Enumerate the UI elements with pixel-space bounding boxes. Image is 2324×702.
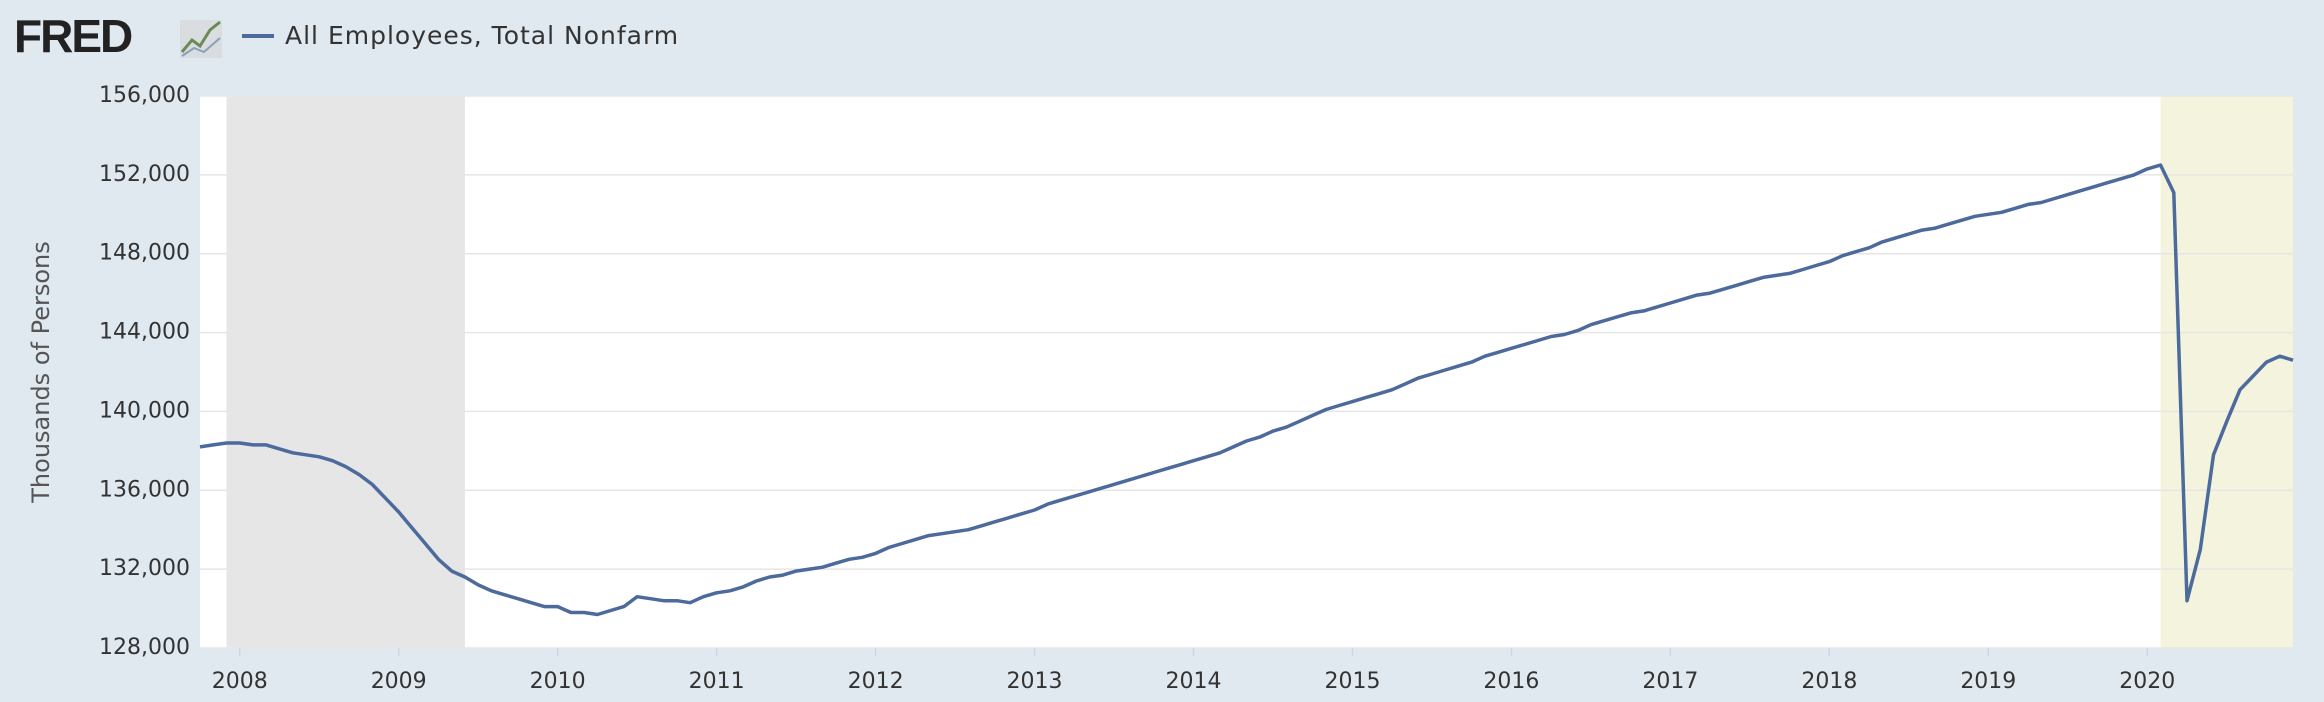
- recession-shade: [226, 96, 465, 648]
- y-tick-label: 144,000: [99, 320, 190, 345]
- x-tick-label: 2020: [2119, 669, 2175, 694]
- x-tick-label: 2013: [1007, 669, 1063, 694]
- y-tick-label: 148,000: [99, 241, 190, 266]
- x-tick-label: 2015: [1324, 669, 1380, 694]
- y-tick-label: 140,000: [99, 398, 190, 423]
- y-tick-label: 156,000: [99, 83, 190, 108]
- plot-area: [200, 96, 2293, 648]
- x-tick-label: 2011: [689, 669, 745, 694]
- logo: FRED: [14, 10, 132, 62]
- x-tick-label: 2019: [1960, 669, 2016, 694]
- recession-shade: [2160, 96, 2293, 648]
- x-tick-label: 2018: [1801, 669, 1857, 694]
- series-line: [199, 163, 2294, 617]
- x-tick-label: 2017: [1642, 669, 1698, 694]
- x-tick-label: 2008: [212, 669, 268, 694]
- y-axis-title: Thousands of Persons: [27, 241, 55, 503]
- y-tick-label: 136,000: [99, 477, 190, 502]
- legend-label: All Employees, Total Nonfarm: [285, 21, 679, 50]
- x-tick-label: 2010: [530, 669, 586, 694]
- y-tick-label: 132,000: [99, 556, 190, 581]
- x-tick-label: 2016: [1483, 669, 1539, 694]
- x-tick-label: 2014: [1166, 669, 1222, 694]
- y-tick-label: 152,000: [99, 162, 190, 187]
- logo-icon: [180, 20, 222, 58]
- x-tick-label: 2012: [848, 669, 904, 694]
- x-tick-label: 2009: [371, 669, 427, 694]
- y-tick-label: 128,000: [99, 635, 190, 660]
